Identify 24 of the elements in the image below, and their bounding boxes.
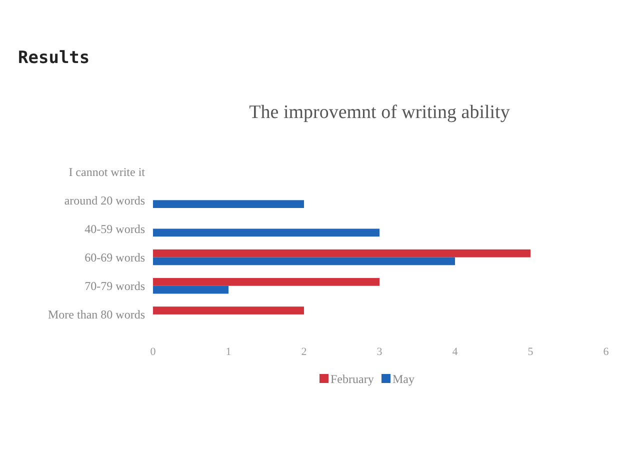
text: Results [18,48,90,68]
y-tick-label: 60-69 words [84,250,146,264]
x-tick-label: 3 [376,346,383,358]
y-tick-label: around 20 words [64,193,146,208]
bar [153,286,228,294]
bar [153,228,380,237]
bar [153,200,304,208]
x-tick-label: 1 [226,346,232,358]
x-tick-label: 5 [528,346,534,358]
x-tick-label: 6 [603,346,610,358]
bar [153,306,304,314]
y-tick-label: More than 80 words [48,308,146,322]
x-tick-label: 4 [452,346,458,358]
y-tick-label: I cannot write it [68,164,146,179]
bar [153,257,455,266]
legend-label: May [392,372,414,386]
y-tick-label: 70-79 words [84,279,146,294]
y-tick-label: 40-59 words [84,222,146,236]
legend-label: February [330,372,374,386]
bar [153,249,530,258]
bar [153,278,380,286]
chart-title: The improvemnt of writing ability [249,102,510,123]
x-tick-label: 2 [301,346,307,358]
x-tick-label: 0 [150,346,156,358]
